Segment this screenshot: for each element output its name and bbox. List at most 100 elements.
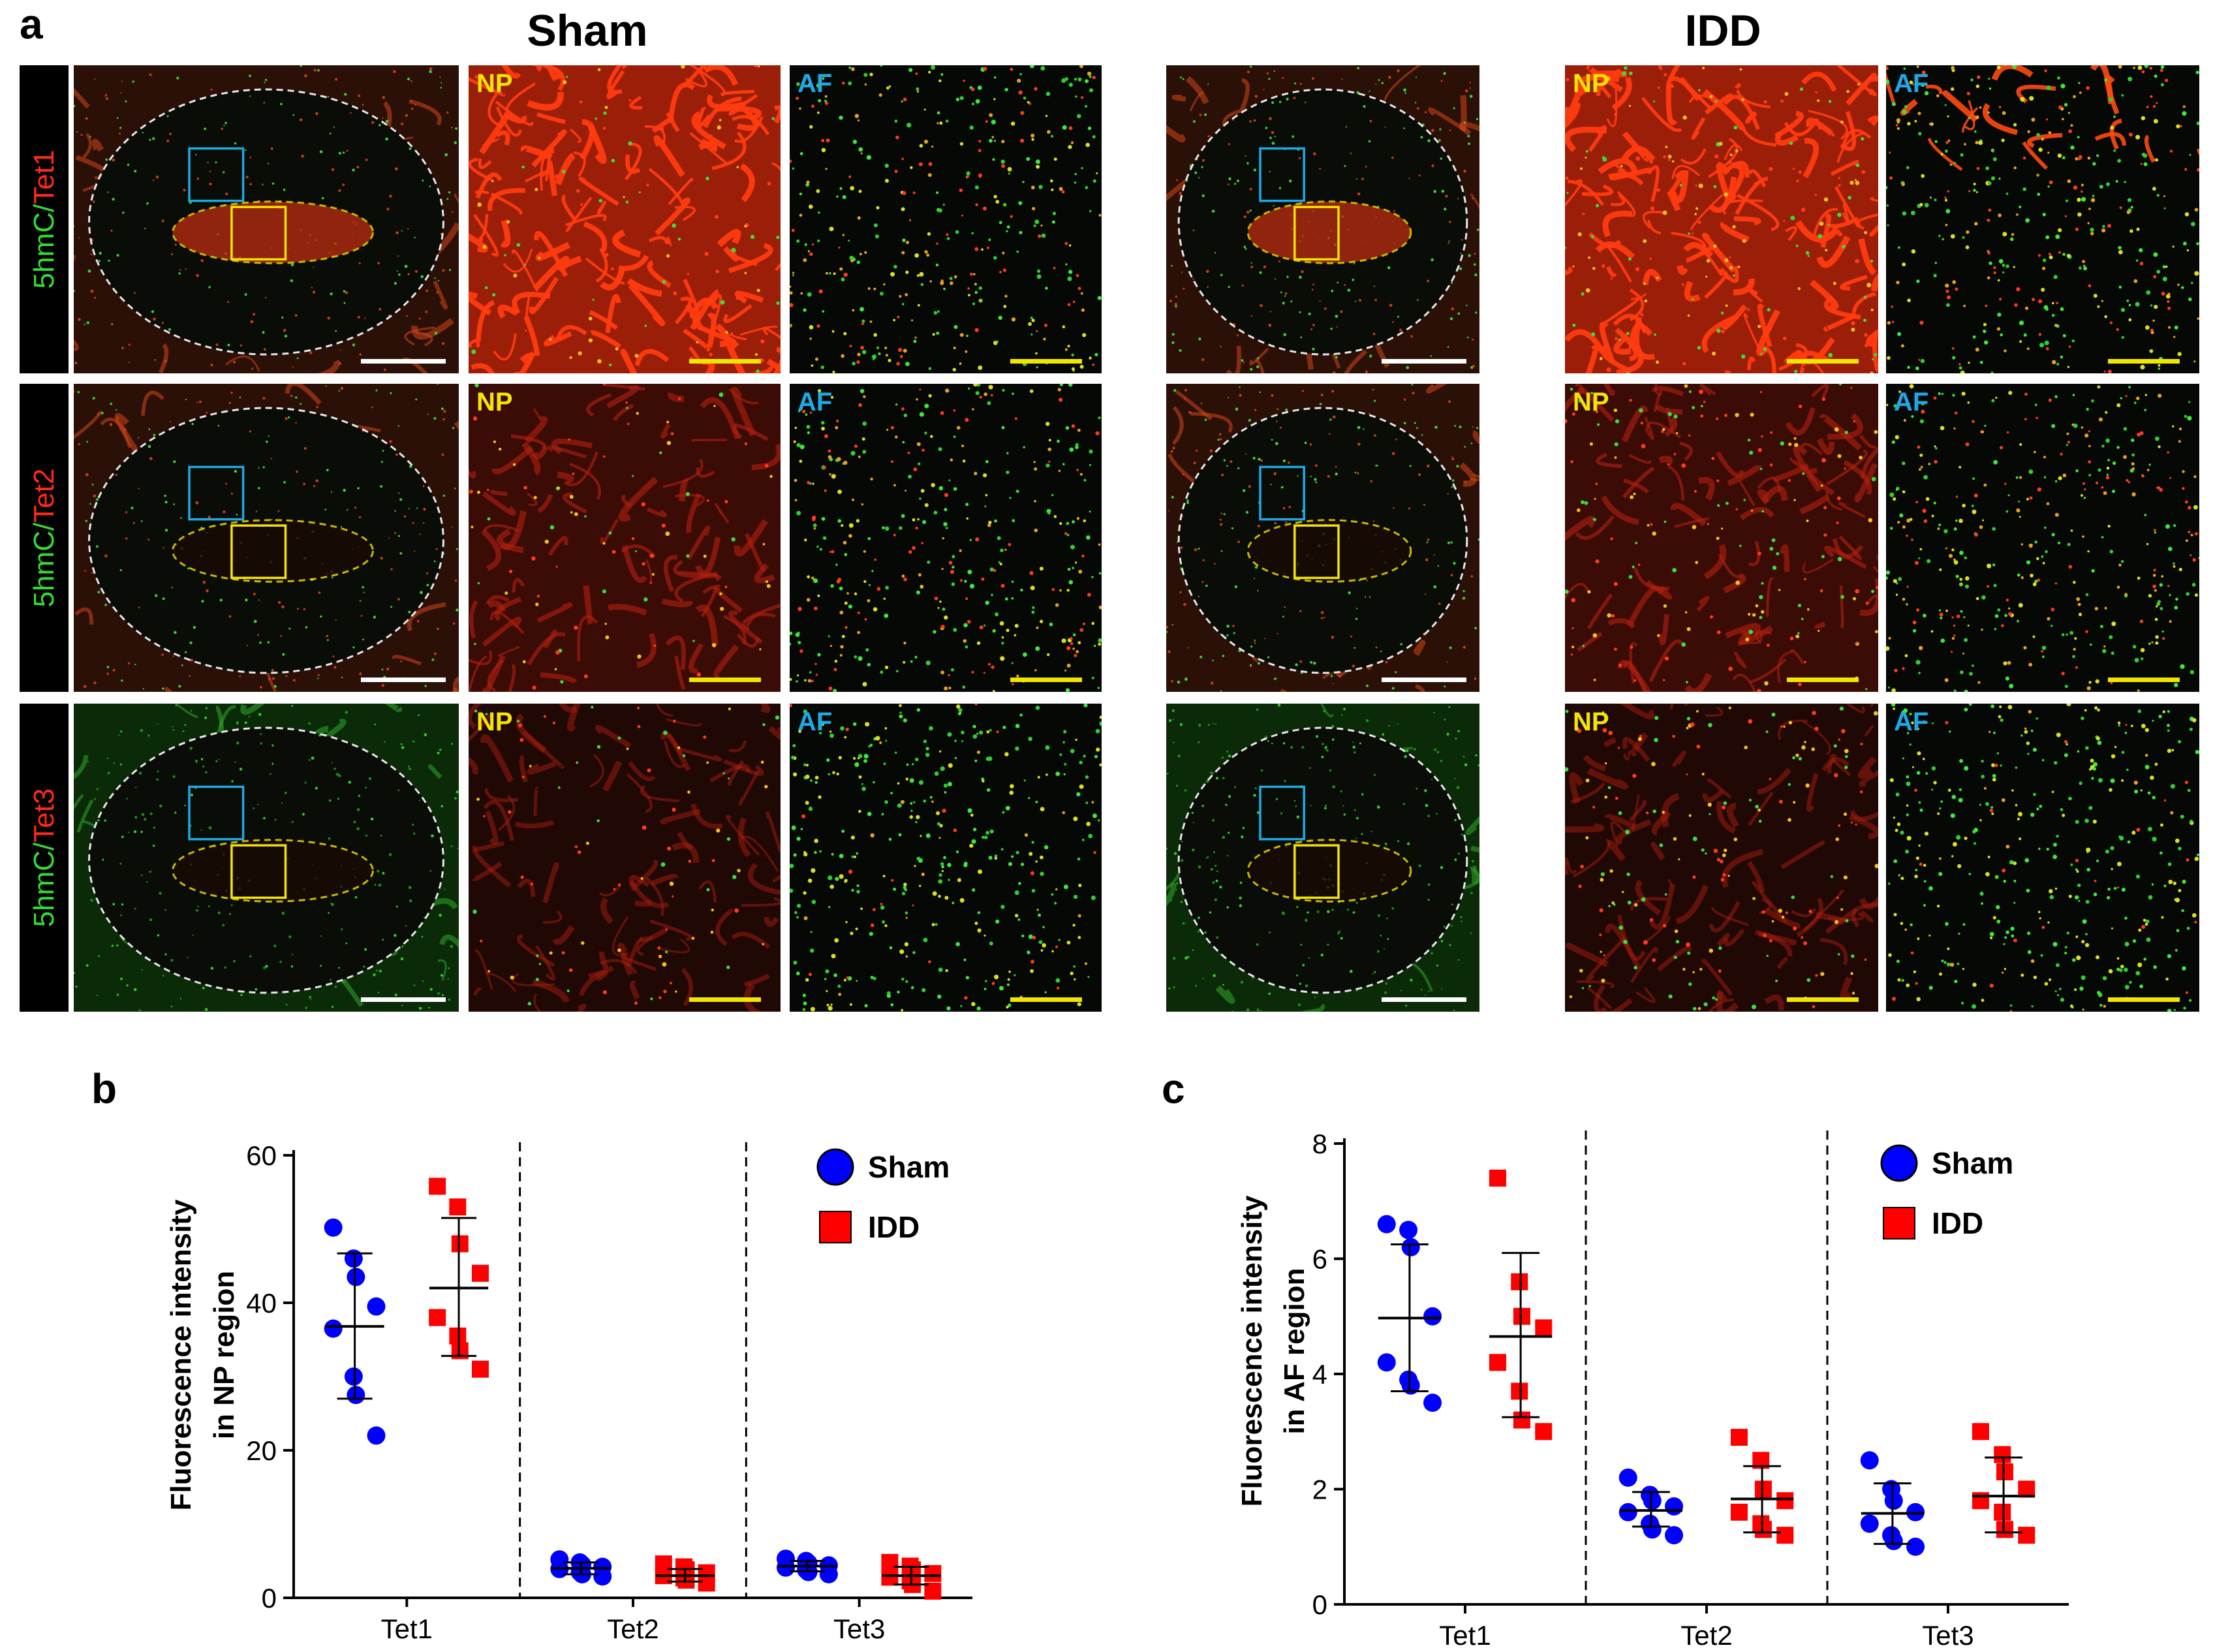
data-point-sham (1401, 1238, 1420, 1256)
data-point-idd (429, 1309, 446, 1326)
y-tick-label: 60 (246, 1140, 277, 1171)
x-tick-label: Tet1 (381, 1613, 433, 1644)
np-region-tag: NP (476, 388, 513, 416)
group-title-idd: IDD (1684, 6, 1761, 55)
data-point-idd (429, 1177, 446, 1195)
x-tick-label: Tet2 (1680, 1620, 1732, 1651)
data-point-idd (1730, 1429, 1748, 1446)
np-region-image: NP (1565, 704, 1878, 1012)
data-point-idd (1489, 1169, 1506, 1187)
channel-label-5hmc: 5hmC/ (27, 204, 60, 289)
legend-marker-idd (1883, 1207, 1915, 1239)
data-point-idd (1513, 1307, 1530, 1325)
data-point-sham (324, 1319, 343, 1338)
legend-label-sham: Sham (1932, 1146, 2013, 1180)
chart-c-axes: 0 2 4 6 8 Tet1 Tet2 Tet3 (1312, 1129, 2069, 1651)
af-region-image: AF (1886, 704, 2199, 1012)
np-region-tag: NP (1573, 708, 1609, 736)
data-point-idd (881, 1568, 899, 1586)
data-point-sham (347, 1386, 365, 1405)
x-tick-label: Tet1 (1439, 1620, 1491, 1651)
y-tick-label: 0 (1312, 1589, 1327, 1620)
data-point-sham (367, 1426, 386, 1445)
chart-b-marks (324, 1177, 942, 1600)
np-region-tag: NP (476, 69, 513, 98)
af-region-tag: AF (797, 388, 833, 416)
data-point-idd (1994, 1503, 2011, 1521)
data-point-sham (344, 1249, 363, 1268)
y-axis-label-line1: Fluorescence intensity (165, 1199, 197, 1510)
data-point-idd (472, 1360, 489, 1378)
data-point-sham (1860, 1514, 1879, 1533)
disc-overview-image (74, 704, 459, 1012)
data-point-idd (449, 1198, 467, 1216)
af-region-tag: AF (1894, 69, 1929, 98)
np-region-image: NP (469, 704, 781, 1012)
data-point-idd (1489, 1354, 1506, 1371)
data-point-sham (1906, 1537, 1925, 1556)
data-point-idd (924, 1565, 942, 1582)
data-point-sham (1377, 1353, 1396, 1372)
data-point-idd (1754, 1480, 1772, 1498)
af-region-image: AF (1886, 384, 2199, 692)
data-point-sham (819, 1565, 838, 1583)
np-region-tag: NP (1573, 388, 1609, 416)
data-point-sham (1643, 1491, 1662, 1510)
np-region-tag: NP (476, 708, 513, 736)
np-region-image: NP (1565, 384, 1878, 692)
data-point-idd (1972, 1492, 1989, 1510)
panel-letter-a: a (20, 1, 43, 48)
chart-b-legend: Sham IDD (816, 1148, 950, 1244)
chart-b-np-region: b Fluorescence intensity in NP region 0 2… (91, 1065, 972, 1644)
data-point-sham (1665, 1526, 1684, 1545)
legend-label-idd: IDD (868, 1210, 920, 1244)
legend-marker-idd (819, 1211, 852, 1243)
np-region-image: NP (1565, 65, 1878, 373)
af-region-tag: AF (1894, 708, 1929, 736)
panel-letter-c: c (1162, 1065, 1185, 1112)
data-point-sham (1884, 1491, 1903, 1510)
y-tick-label: 8 (1312, 1129, 1327, 1159)
data-point-idd (2018, 1527, 2035, 1544)
data-point-idd (1535, 1319, 1553, 1337)
x-tick-label: Tet3 (1922, 1620, 1973, 1651)
channel-label-tet: Tet2 (27, 468, 60, 523)
af-region-tag: AF (1894, 388, 1929, 416)
data-point-idd (1996, 1521, 2013, 1538)
disc-overview-image (74, 65, 459, 373)
y-tick-label: 6 (1312, 1244, 1327, 1275)
data-point-sham (1643, 1520, 1662, 1539)
data-point-sham (1860, 1451, 1879, 1470)
channel-label-5hmc: 5hmC/ (27, 842, 60, 927)
y-tick-label: 2 (1312, 1474, 1327, 1505)
y-axis-label-line2: in AF region (1278, 1268, 1310, 1434)
y-axis-label-line2: in NP region (208, 1271, 240, 1439)
group-title-sham: Sham (527, 6, 648, 55)
data-point-idd (472, 1264, 489, 1282)
af-region-image: AF (790, 65, 1102, 373)
legend-marker-sham (816, 1148, 854, 1186)
data-point-idd (1994, 1446, 2011, 1463)
data-point-idd (1513, 1411, 1530, 1429)
af-region-image: AF (790, 704, 1102, 1012)
data-point-idd (449, 1327, 467, 1345)
disc-overview-image (1166, 384, 1479, 692)
data-point-idd (1511, 1382, 1528, 1400)
af-region-tag: AF (797, 69, 833, 98)
legend-marker-sham (1880, 1144, 1918, 1182)
data-point-sham (367, 1297, 386, 1316)
disc-overview-image (74, 384, 459, 692)
legend-label-sham: Sham (868, 1150, 950, 1184)
af-region-image: AF (790, 384, 1102, 692)
data-point-idd (881, 1553, 899, 1571)
data-point-idd (698, 1574, 715, 1592)
legend-label-idd: IDD (1932, 1206, 1983, 1240)
data-point-sham (1884, 1531, 1903, 1550)
channel-label-5hmc: 5hmC/ (27, 522, 60, 608)
data-point-sham (1377, 1215, 1396, 1234)
channel-label-strip: 5hmC/Tet1 (20, 65, 69, 373)
data-point-idd (924, 1582, 942, 1600)
data-point-sham (347, 1268, 365, 1286)
data-point-idd (1730, 1503, 1748, 1521)
chart-b-axes: 0 20 40 60 Tet1 Tet2 Tet3 (246, 1140, 972, 1644)
